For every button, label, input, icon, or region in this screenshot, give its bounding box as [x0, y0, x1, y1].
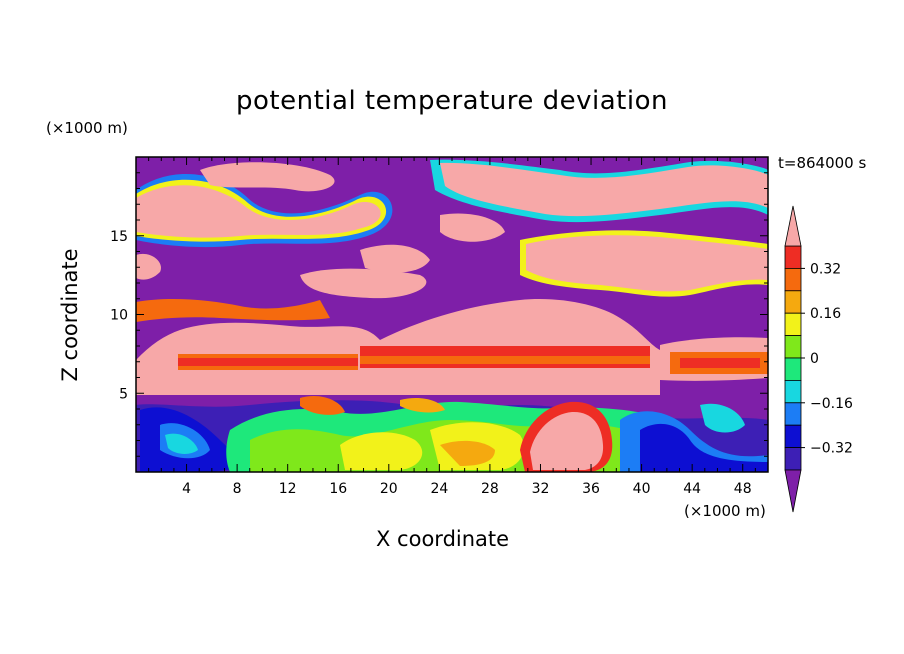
colorbar-label: 0.32 — [810, 261, 841, 277]
x-tick-label: 36 — [582, 481, 600, 497]
x-tick-label: 48 — [734, 481, 752, 497]
colorbar-box — [784, 379, 802, 404]
colorbar-box — [784, 357, 802, 381]
x-tick-label: 16 — [329, 481, 347, 497]
x-tick-label: 20 — [380, 481, 398, 497]
colorbar-box — [784, 424, 802, 449]
colorbar-box — [784, 312, 802, 337]
y-axis-ticks: 5 10 15 — [110, 172, 768, 457]
y-tick-label: 15 — [110, 229, 128, 245]
boundary-layer — [136, 395, 768, 472]
chart-title: potential temperature deviation — [236, 86, 668, 116]
contour-field — [136, 157, 768, 472]
colorbar-label: 0 — [810, 351, 819, 367]
time-label: t=864000 s — [778, 154, 867, 172]
x-axis-ticks: 4 8 12 16 20 24 28 32 36 40 44 48 — [148, 157, 756, 497]
colorbar: 0.32 0.16 0 −0.16 −0.32 — [784, 205, 853, 513]
colorbar-box — [784, 290, 802, 314]
colorbar-box — [784, 267, 802, 292]
x-tick-label: 44 — [683, 481, 701, 497]
y-tick-label: 5 — [119, 386, 128, 402]
y-axis-unit: (×1000 m) — [46, 119, 128, 137]
x-tick-label: 32 — [532, 481, 550, 497]
colorbar-box — [784, 245, 802, 269]
inversion-band — [178, 346, 768, 374]
colorbar-label: 0.16 — [810, 306, 841, 322]
upper-blobs — [136, 159, 768, 299]
x-tick-label: 40 — [633, 481, 651, 497]
colorbar-label: −0.32 — [810, 441, 853, 457]
x-tick-label: 12 — [279, 481, 297, 497]
x-axis-label: X coordinate — [376, 527, 510, 551]
x-tick-label: 4 — [182, 481, 191, 497]
colorbar-box — [784, 335, 802, 359]
colorbar-box — [784, 402, 802, 426]
colorbar-label: −0.16 — [810, 396, 853, 412]
x-tick-label: 24 — [430, 481, 448, 497]
colorbar-extend-max — [784, 205, 802, 247]
x-tick-label: 28 — [481, 481, 499, 497]
colorbar-box — [784, 447, 802, 471]
x-tick-label: 8 — [233, 481, 242, 497]
y-tick-label: 10 — [110, 308, 128, 324]
x-axis-unit: (×1000 m) — [684, 502, 766, 520]
colorbar-extend-min — [784, 469, 802, 513]
